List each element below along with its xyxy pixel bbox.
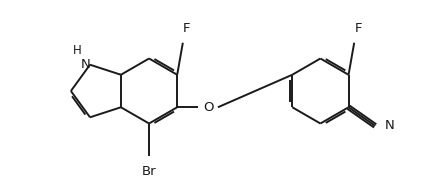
Text: N: N xyxy=(80,58,90,71)
Text: N: N xyxy=(384,119,394,132)
Text: H: H xyxy=(72,44,82,57)
Text: F: F xyxy=(354,22,361,35)
Text: O: O xyxy=(202,101,213,114)
Text: Br: Br xyxy=(141,165,156,178)
Text: F: F xyxy=(183,22,190,35)
